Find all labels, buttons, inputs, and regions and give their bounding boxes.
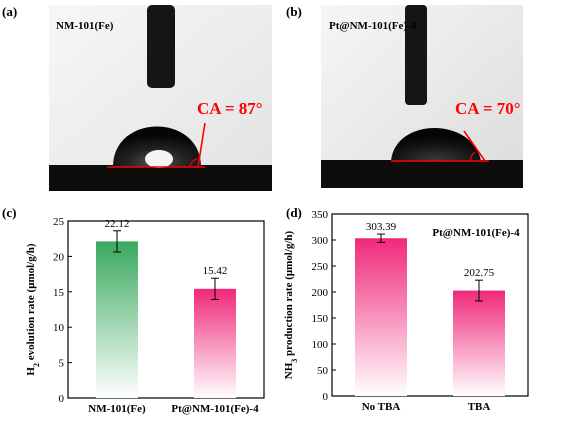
plot-frame xyxy=(331,213,529,397)
angle-arc xyxy=(470,151,476,162)
panel-c-letter: (c) xyxy=(2,205,17,220)
contact-angle-photo-b xyxy=(321,5,523,188)
y-tick-label: 25 xyxy=(53,216,65,228)
panel-b-letter: (b) xyxy=(286,4,302,19)
category-label: No TBA xyxy=(362,401,401,413)
category-label: TBA xyxy=(468,401,491,413)
sample-label-b: Pt@NM-101(Fe)-4 xyxy=(329,20,417,32)
droplet-reflection xyxy=(145,150,173,168)
sample-label-a: NM-101(Fe) xyxy=(56,20,114,32)
contact-angle-label-b: CA = 70° xyxy=(455,99,521,118)
bar xyxy=(453,290,505,396)
plot-frame xyxy=(67,220,265,399)
droplet xyxy=(113,126,201,167)
tangent-line xyxy=(463,130,486,162)
value-label: 22.12 xyxy=(105,218,130,230)
y-tick-label: 350 xyxy=(312,209,329,221)
substrate xyxy=(49,165,272,191)
y-tick-label: 300 xyxy=(312,235,329,247)
value-label: 202.75 xyxy=(464,267,495,279)
bar xyxy=(194,288,236,398)
y-tick-label: 0 xyxy=(323,391,329,403)
sample-annotation: Pt@NM-101(Fe)-4 xyxy=(432,227,520,239)
y-tick-label: 15 xyxy=(53,287,65,299)
y-tick-label: 200 xyxy=(312,287,329,299)
chart-d: 0 50 100 150 200 250 300 350 303.39 No TBA 202.75 T… xyxy=(283,209,529,413)
tangent-line xyxy=(197,122,206,168)
needle xyxy=(147,5,175,88)
y-tick-label: 10 xyxy=(53,322,65,334)
needle xyxy=(405,5,427,105)
value-label: 15.42 xyxy=(203,265,228,277)
y-tick-label: 250 xyxy=(312,261,329,273)
panel-a-letter: (a) xyxy=(2,4,18,19)
value-label: 303.39 xyxy=(366,221,397,233)
y-tick-label: 150 xyxy=(312,313,329,325)
bar xyxy=(96,241,138,398)
y-tick-label: 100 xyxy=(312,339,329,351)
y-tick-label: 0 xyxy=(59,393,65,405)
contact-angle-photo-a xyxy=(49,5,272,191)
panel-d-letter: (d) xyxy=(286,205,302,220)
droplet xyxy=(391,128,481,161)
y-tick-label: 5 xyxy=(59,358,65,370)
bar xyxy=(355,238,407,396)
y-tick-label: 20 xyxy=(53,251,65,263)
angle-arc xyxy=(189,158,198,168)
chart-c: 0 5 10 15 20 25 22.12 NM-101(Fe) 15.42 Pt@NM-101(… xyxy=(25,216,265,415)
category-label: Pt@NM-101(Fe)-4 xyxy=(171,403,259,415)
substrate xyxy=(321,160,523,188)
y-axis-label: NH3 production rate (μmol/g/h) xyxy=(283,230,299,379)
category-label: NM-101(Fe) xyxy=(88,403,146,415)
y-axis-label: H2 evolution rate (μmol/g/h) xyxy=(25,243,41,375)
contact-angle-label-a: CA = 87° xyxy=(197,99,263,118)
y-tick-label: 50 xyxy=(317,365,329,377)
